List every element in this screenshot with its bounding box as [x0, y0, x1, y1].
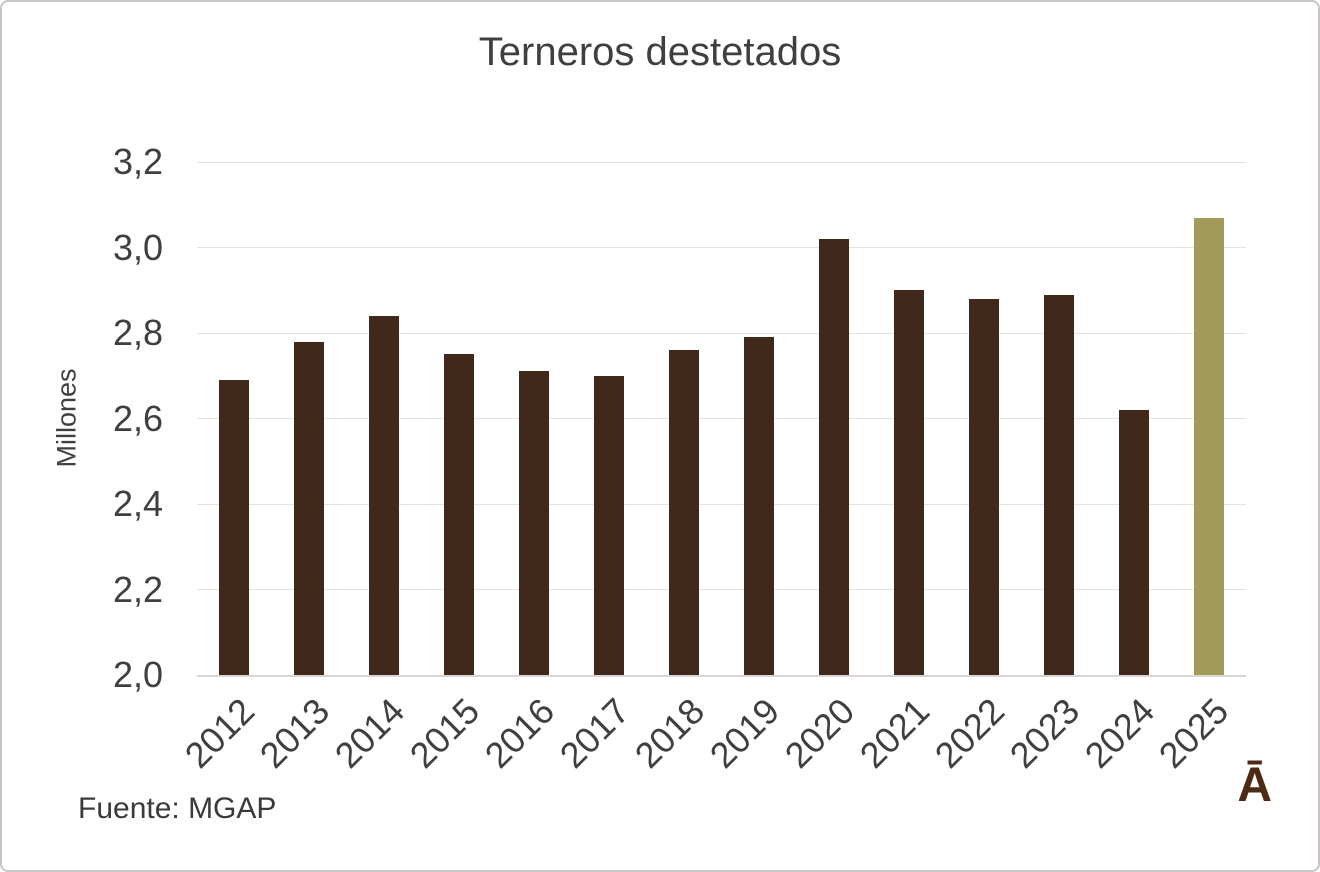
- gridline-2,8: [197, 332, 1246, 334]
- chart-title: Terneros destetados: [478, 30, 842, 74]
- gridline-2,0: [197, 674, 1246, 677]
- x-tick-2017: 2017: [551, 690, 638, 776]
- x-tick-2021: 2021: [851, 690, 937, 776]
- x-tick-2020: 2020: [776, 690, 863, 776]
- bar-2022: [968, 298, 999, 675]
- x-tick-2025: 2025: [1151, 690, 1237, 776]
- bar-2021: [893, 290, 924, 675]
- bar-2018: [669, 350, 700, 675]
- x-tick-2022: 2022: [926, 690, 1012, 776]
- bar-2013: [294, 341, 325, 675]
- gridline-3,2: [197, 161, 1246, 163]
- bar-2023: [1043, 294, 1074, 675]
- x-tick-2023: 2023: [1001, 690, 1087, 776]
- x-tick-2019: 2019: [701, 690, 788, 776]
- y-tick-2,4: 2,4: [112, 483, 163, 524]
- gridline-2,2: [197, 589, 1246, 590]
- y-tick-2,0: 2,0: [112, 654, 163, 695]
- x-tick-2018: 2018: [626, 690, 713, 776]
- gridline-3,0: [197, 247, 1246, 248]
- x-tick-2012: 2012: [176, 690, 263, 776]
- gridline-2,4: [197, 503, 1246, 505]
- x-tick-2015: 2015: [401, 690, 488, 776]
- bar-2012: [219, 380, 250, 675]
- y-tick-2,2: 2,2: [112, 568, 163, 610]
- source-note: Fuente: MGAP: [78, 792, 277, 825]
- y-tick-3,2: 3,2: [112, 141, 163, 182]
- bar-2015: [444, 354, 475, 675]
- bar-2020: [818, 238, 849, 675]
- x-tick-2024: 2024: [1076, 690, 1162, 776]
- bar-2014: [369, 315, 400, 675]
- x-tick-2013: 2013: [251, 690, 338, 776]
- y-tick-3,0: 3,0: [112, 226, 163, 268]
- bar-2024: [1118, 409, 1149, 675]
- y-tick-2,6: 2,6: [112, 397, 163, 439]
- bar-2017: [594, 375, 625, 675]
- bar-2016: [519, 371, 550, 675]
- gridline-2,6: [197, 418, 1246, 419]
- brand-logo: Ā: [1237, 759, 1272, 812]
- bar-2025: [1193, 217, 1224, 675]
- x-tick-2014: 2014: [326, 690, 413, 776]
- x-tick-2016: 2016: [476, 690, 563, 776]
- bar-2019: [743, 337, 774, 675]
- y-tick-2,8: 2,8: [112, 312, 163, 353]
